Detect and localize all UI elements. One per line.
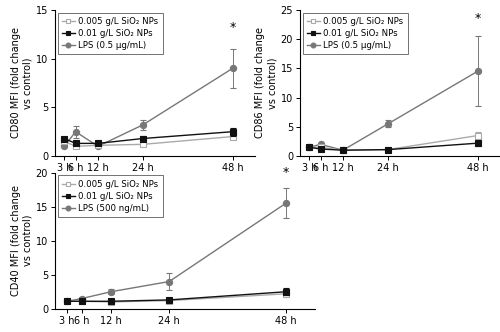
Text: *: * xyxy=(230,21,235,34)
Legend: 0.005 g/L SiO₂ NPs, 0.01 g/L SiO₂ NPs, LPS (500 ng/mL): 0.005 g/L SiO₂ NPs, 0.01 g/L SiO₂ NPs, L… xyxy=(58,175,162,217)
Y-axis label: CD86 MFI (fold change
vs control): CD86 MFI (fold change vs control) xyxy=(256,28,278,138)
Y-axis label: CD80 MFI (fold change
vs control): CD80 MFI (fold change vs control) xyxy=(10,28,33,138)
Legend: 0.005 g/L SiO₂ NPs, 0.01 g/L SiO₂ NPs, LPS (0.5 μg/mL): 0.005 g/L SiO₂ NPs, 0.01 g/L SiO₂ NPs, L… xyxy=(302,13,408,54)
Text: *: * xyxy=(282,166,289,179)
Y-axis label: CD40 MFI (fold change
vs control): CD40 MFI (fold change vs control) xyxy=(10,185,33,296)
Legend: 0.005 g/L SiO₂ NPs, 0.01 g/L SiO₂ NPs, LPS (0.5 μg/mL): 0.005 g/L SiO₂ NPs, 0.01 g/L SiO₂ NPs, L… xyxy=(58,13,162,54)
Text: *: * xyxy=(474,12,480,25)
